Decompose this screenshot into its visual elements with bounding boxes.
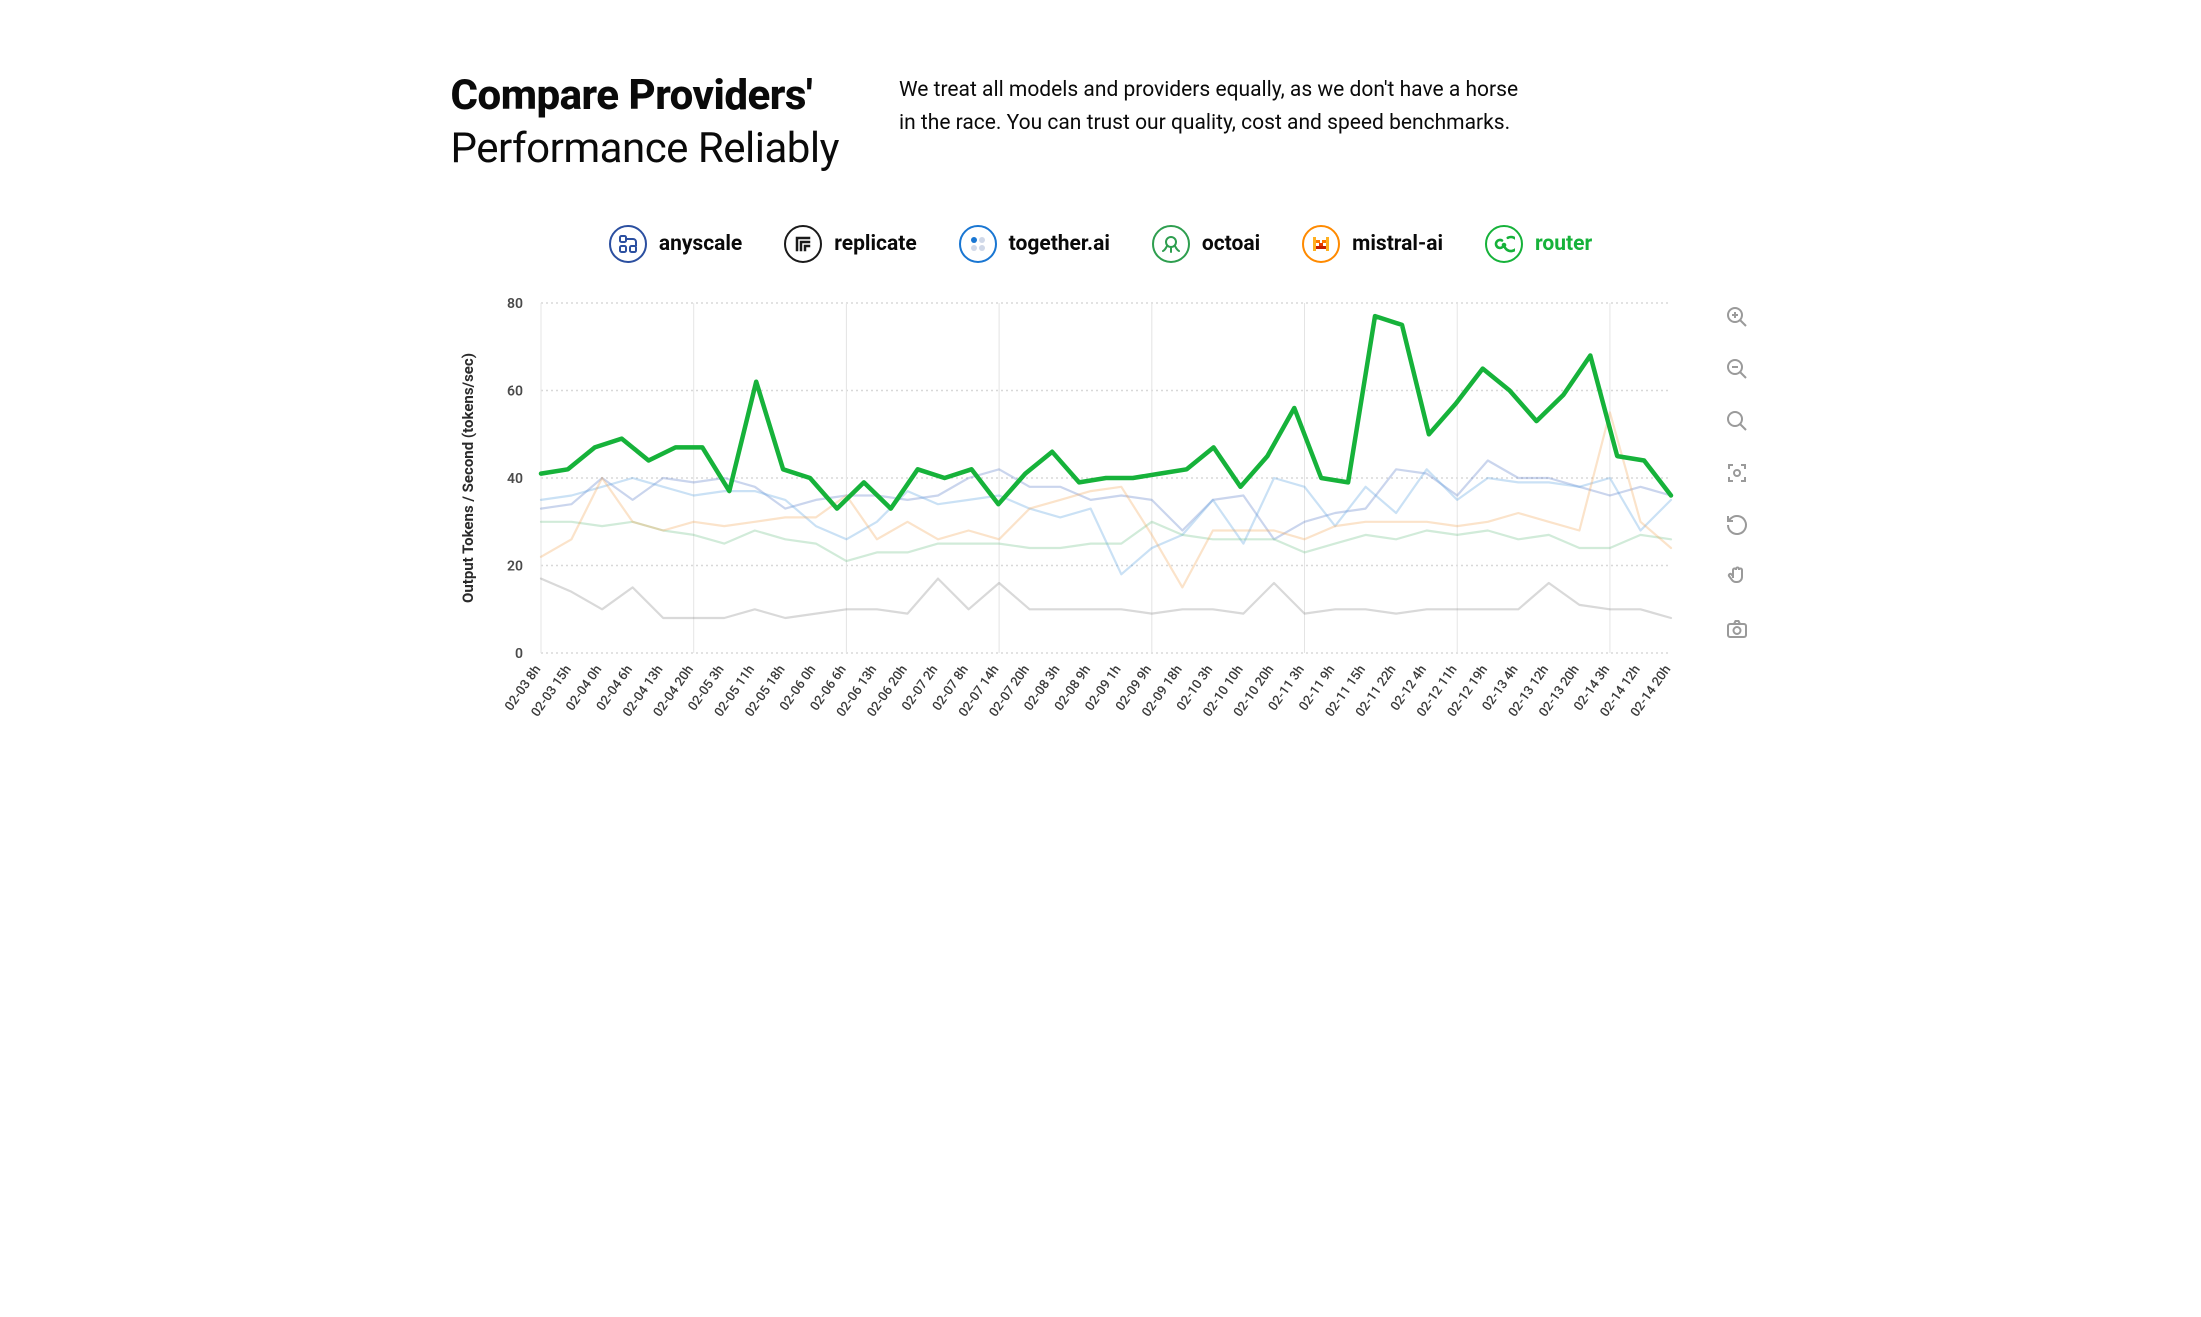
mistral-icon: [1302, 225, 1340, 263]
search-icon[interactable]: [1723, 407, 1751, 435]
legend-item-octoai[interactable]: octoai: [1152, 225, 1260, 263]
legend-label: together.ai: [1009, 232, 1110, 256]
legend-item-replicate[interactable]: replicate: [784, 225, 916, 263]
replicate-icon: [784, 225, 822, 263]
svg-text:Output Tokens / Second (tokens: Output Tokens / Second (tokens/sec): [459, 353, 477, 603]
legend-label: anyscale: [659, 232, 742, 256]
zoom-out-icon[interactable]: [1723, 355, 1751, 383]
series-replicate: [541, 579, 1671, 618]
title-block: Compare Providers' Performance Reliably: [451, 70, 839, 175]
pan-icon[interactable]: [1723, 563, 1751, 591]
legend-label: octoai: [1202, 232, 1260, 256]
svg-text:40: 40: [507, 471, 523, 487]
svg-text:80: 80: [507, 296, 523, 312]
chart-container: 0 20 40 60 80 Output Tokens / Second (tokens/…: [451, 293, 1703, 733]
octoai-icon: [1152, 225, 1190, 263]
series-anyscale: [541, 461, 1671, 540]
legend-item-router[interactable]: router: [1485, 225, 1592, 263]
legend-item-mistral[interactable]: mistral-ai: [1302, 225, 1443, 263]
benchmark-card: Compare Providers' Performance Reliably …: [371, 0, 1831, 783]
focus-icon[interactable]: [1723, 459, 1751, 487]
series-together: [541, 469, 1671, 574]
router-icon: [1485, 225, 1523, 263]
series-mistral: [541, 412, 1671, 587]
legend-label: router: [1535, 232, 1592, 256]
legend-label: replicate: [834, 232, 916, 256]
chart-row: 0 20 40 60 80 Output Tokens / Second (tokens/…: [451, 293, 1751, 733]
legend-item-anyscale[interactable]: anyscale: [609, 225, 742, 263]
camera-icon[interactable]: [1723, 615, 1751, 643]
chart-legend: anyscale replicate together.ai octoai mistra…: [451, 225, 1751, 263]
description: We treat all models and providers equall…: [899, 70, 1519, 139]
together-icon: [959, 225, 997, 263]
svg-text:20: 20: [507, 559, 523, 575]
legend-label: mistral-ai: [1352, 232, 1443, 256]
svg-text:0: 0: [515, 646, 523, 662]
reset-icon[interactable]: [1723, 511, 1751, 539]
title-bold: Compare Providers': [451, 70, 839, 123]
anyscale-icon: [609, 225, 647, 263]
line-chart: 0 20 40 60 80 Output Tokens / Second (tokens/…: [451, 293, 1681, 733]
header: Compare Providers' Performance Reliably …: [451, 70, 1751, 175]
chart-toolbar: [1723, 293, 1751, 643]
title-light: Performance Reliably: [451, 123, 839, 176]
zoom-in-icon[interactable]: [1723, 303, 1751, 331]
svg-text:60: 60: [507, 384, 523, 400]
legend-item-together[interactable]: together.ai: [959, 225, 1110, 263]
